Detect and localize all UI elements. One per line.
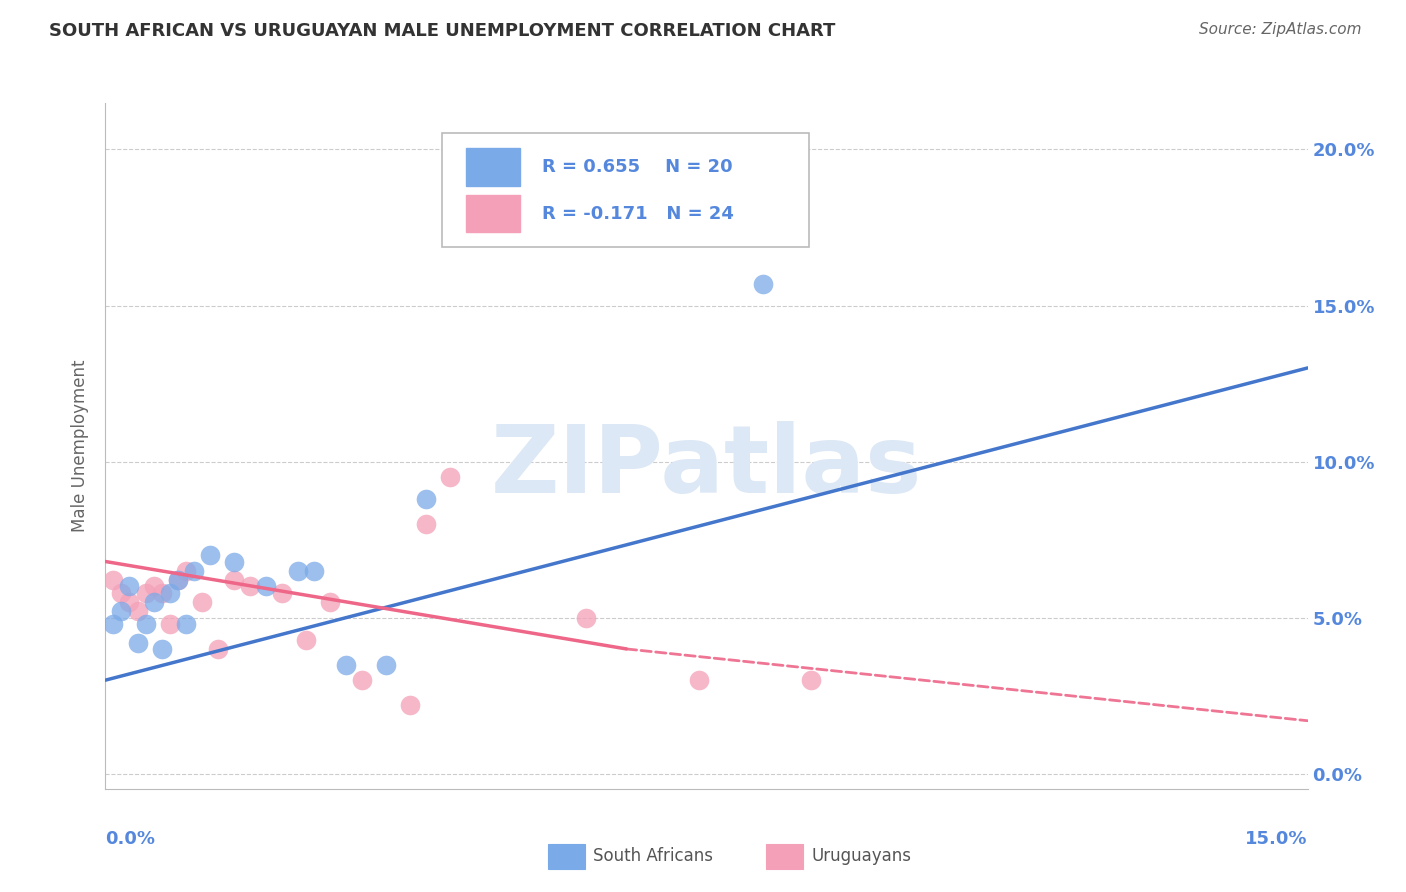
Point: [190, 595, 212, 609]
Point: [198, 548, 221, 563]
Point: [183, 564, 205, 578]
Point: [103, 573, 125, 587]
Text: Source: ZipAtlas.com: Source: ZipAtlas.com: [1198, 22, 1361, 37]
Point: [127, 605, 149, 619]
Point: [135, 585, 157, 599]
Bar: [465, 148, 520, 186]
Text: SOUTH AFRICAN VS URUGUAYAN MALE UNEMPLOYMENT CORRELATION CHART: SOUTH AFRICAN VS URUGUAYAN MALE UNEMPLOY…: [49, 22, 835, 40]
Point: [103, 617, 125, 632]
Point: [127, 635, 149, 649]
Text: ZIPatlas: ZIPatlas: [491, 421, 922, 513]
Point: [142, 580, 165, 594]
Point: [399, 698, 422, 712]
Text: R = 0.655    N = 20: R = 0.655 N = 20: [541, 158, 733, 176]
Point: [118, 580, 141, 594]
Point: [222, 573, 245, 587]
Point: [135, 617, 157, 632]
Point: [287, 564, 309, 578]
Point: [174, 564, 197, 578]
Text: Uruguayans: Uruguayans: [811, 847, 911, 865]
Text: 0.0%: 0.0%: [105, 830, 156, 847]
Point: [751, 277, 773, 291]
Point: [415, 492, 437, 507]
Point: [374, 657, 398, 672]
Y-axis label: Male Unemployment: Male Unemployment: [72, 359, 90, 533]
Bar: [465, 194, 520, 233]
Point: [688, 673, 710, 687]
Point: [142, 595, 165, 609]
Point: [222, 554, 245, 569]
Point: [254, 580, 277, 594]
FancyBboxPatch shape: [441, 134, 808, 247]
Text: South Africans: South Africans: [593, 847, 713, 865]
Text: 15.0%: 15.0%: [1246, 830, 1308, 847]
Point: [166, 573, 188, 587]
Point: [270, 585, 292, 599]
Point: [166, 573, 188, 587]
Point: [415, 516, 437, 531]
Point: [207, 642, 229, 657]
Point: [800, 673, 823, 687]
Point: [295, 632, 318, 647]
Point: [350, 673, 373, 687]
Point: [302, 564, 325, 578]
Point: [575, 610, 598, 624]
Text: R = -0.171   N = 24: R = -0.171 N = 24: [541, 204, 734, 223]
Point: [150, 585, 173, 599]
Point: [150, 642, 173, 657]
Point: [174, 617, 197, 632]
Point: [319, 595, 342, 609]
Point: [118, 595, 141, 609]
Point: [159, 585, 181, 599]
Point: [110, 585, 132, 599]
Point: [335, 657, 357, 672]
Point: [439, 470, 461, 484]
Point: [239, 580, 262, 594]
Point: [110, 605, 132, 619]
Point: [159, 617, 181, 632]
